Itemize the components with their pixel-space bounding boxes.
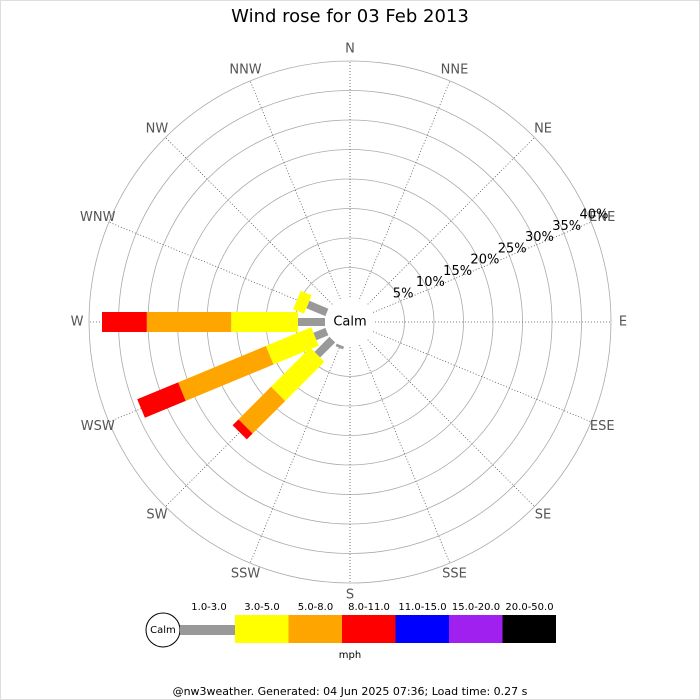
r-tick-label: 25% [498,241,527,256]
direction-label: W [71,315,84,330]
wind-segment [306,300,329,317]
footer: @nw3weather. Generated: 04 Jun 2025 07:3… [173,685,528,698]
spoke [372,331,592,423]
wind-segment [231,312,298,332]
wind-segment [271,347,325,401]
legend-swatch [395,615,449,643]
direction-label: S [346,588,354,603]
legend-label: 5.0-8.0 [298,602,333,613]
legend-label: 20.0-50.0 [505,602,553,613]
r-tick-label: 15% [443,264,472,279]
direction-label: WSW [81,419,115,434]
legend-label: 15.0-20.0 [452,602,500,613]
legend-label: 8.0-11.0 [348,602,390,613]
wind-segment [293,290,312,314]
legend-swatch [502,615,556,643]
spoke [108,221,328,313]
direction-label: NW [146,121,169,136]
direction-label: E [619,315,627,330]
legend-swatch [235,615,289,643]
wind-segment [314,336,336,358]
direction-label: SSE [442,567,467,582]
direction-label: WNW [80,210,116,225]
wind-segment [102,312,147,332]
wind-segment [232,419,253,440]
spoke [165,137,333,305]
wind-segment [137,382,186,418]
calm-label: Calm [333,315,366,330]
ring [88,60,612,584]
legend-swatch [342,615,396,643]
spoke [249,80,341,300]
spoke [367,137,535,305]
spoke [372,221,592,313]
wind-segment [238,386,286,434]
r-tick-label: 40% [579,207,608,222]
direction-label: NNE [441,62,469,77]
calm-circle [325,297,375,347]
spoke [249,344,341,564]
wind-segment [335,343,345,350]
legend-unit: mph [339,650,361,661]
legend-swatch [449,615,503,643]
chart-title: Wind rose for 03 Feb 2013 [231,6,469,27]
legend-swatch [288,615,342,643]
r-tick-label: 20% [470,253,499,268]
r-tick-label: 5% [393,286,414,301]
r-tick-label: 10% [416,275,445,290]
direction-label: N [345,42,355,57]
spoke [359,344,451,564]
direction-label: SE [535,508,551,523]
wind-segment [178,346,274,401]
direction-label: SSW [231,567,261,582]
legend-swatch [180,625,235,635]
direction-label: ESE [590,419,615,434]
wind-segment [265,327,319,365]
spoke [359,80,451,300]
direction-label: SW [146,508,167,523]
wind-segment [313,327,329,341]
direction-label: NNW [229,62,261,77]
direction-label: NE [534,121,552,136]
wind-segment [297,318,325,326]
legend-label: 11.0-15.0 [398,602,446,613]
wind-segment [146,312,232,332]
spoke [367,339,535,507]
r-tick-label: 30% [525,230,554,245]
legend-label: 1.0-3.0 [191,602,226,613]
legend-calm-label: Calm [150,625,176,636]
legend-label: 3.0-5.0 [244,602,279,613]
r-tick-label: 35% [552,219,581,234]
direction-label: ENE [589,210,615,225]
